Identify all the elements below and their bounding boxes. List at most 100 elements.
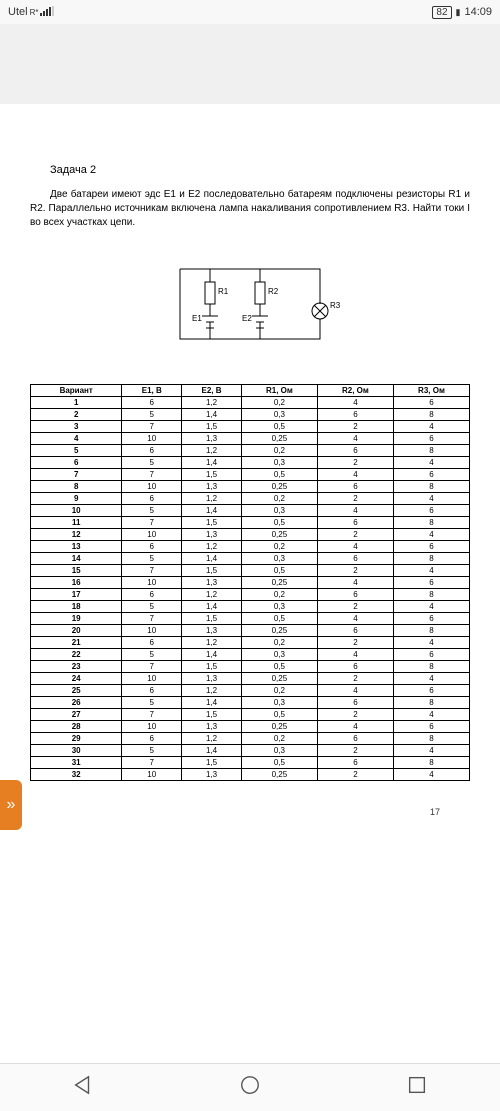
status-left: Utel R*	[8, 6, 58, 19]
table-cell: 0,5	[241, 661, 317, 673]
table-cell: 1,2	[182, 685, 242, 697]
r2-label: R2	[268, 287, 279, 296]
table-row: 16101,30,2546	[31, 577, 470, 589]
table-cell: 8	[393, 757, 469, 769]
table-cell: 0,25	[241, 577, 317, 589]
table-cell: 2	[31, 409, 122, 421]
table-row: 2961,20,268	[31, 733, 470, 745]
table-cell: 4	[317, 649, 393, 661]
table-cell: 2	[317, 601, 393, 613]
table-cell: 6	[393, 613, 469, 625]
document-viewport[interactable]: 16 Задача 2 Две батареи имеют эдс Е1 и Е…	[0, 104, 500, 1104]
table-cell: 1,5	[182, 517, 242, 529]
table-row: 1171,50,568	[31, 517, 470, 529]
table-cell: 5	[122, 457, 182, 469]
table-row: 1971,50,546	[31, 613, 470, 625]
table-cell: 1,2	[182, 493, 242, 505]
table-cell: 7	[122, 421, 182, 433]
nav-back-button[interactable]	[72, 1074, 94, 1101]
table-row: 20101,30,2568	[31, 625, 470, 637]
table-cell: 1,5	[182, 661, 242, 673]
table-header: R3, Ом	[393, 385, 469, 397]
table-cell: 10	[122, 673, 182, 685]
table-cell: 6	[122, 493, 182, 505]
table-cell: 10	[122, 529, 182, 541]
table-cell: 6	[393, 649, 469, 661]
table-cell: 7	[122, 709, 182, 721]
table-cell: 15	[31, 565, 122, 577]
table-cell: 6	[317, 625, 393, 637]
circuit-diagram: R1 R2 R3 E1 E2	[30, 254, 470, 354]
table-cell: 4	[393, 457, 469, 469]
table-cell: 5	[122, 697, 182, 709]
table-row: 4101,30,2546	[31, 433, 470, 445]
table-cell: 6	[393, 685, 469, 697]
table-cell: 7	[122, 661, 182, 673]
table-header: E1, В	[122, 385, 182, 397]
table-cell: 0,2	[241, 445, 317, 457]
table-cell: 0,25	[241, 481, 317, 493]
table-row: 1571,50,524	[31, 565, 470, 577]
table-cell: 10	[122, 577, 182, 589]
table-cell: 0,3	[241, 649, 317, 661]
table-cell: 1,2	[182, 733, 242, 745]
table-row: 2771,50,524	[31, 709, 470, 721]
table-cell: 19	[31, 613, 122, 625]
table-cell: 0,2	[241, 637, 317, 649]
table-cell: 1,3	[182, 577, 242, 589]
android-nav-bar	[0, 1063, 500, 1111]
table-cell: 4	[393, 769, 469, 781]
e2-label: E2	[242, 314, 252, 323]
table-cell: 1,5	[182, 565, 242, 577]
page-number-bottom: 17	[0, 807, 440, 817]
table-cell: 0,3	[241, 409, 317, 421]
table-cell: 10	[122, 481, 182, 493]
table-cell: 4	[393, 421, 469, 433]
table-row: 561,20,268	[31, 445, 470, 457]
e1-label: E1	[192, 314, 202, 323]
table-row: 1361,20,246	[31, 541, 470, 553]
table-cell: 14	[31, 553, 122, 565]
table-cell: 1,2	[182, 397, 242, 409]
table-cell: 8	[393, 733, 469, 745]
table-cell: 1,4	[182, 409, 242, 421]
table-cell: 0,3	[241, 745, 317, 757]
table-cell: 1,5	[182, 709, 242, 721]
table-row: 1761,20,268	[31, 589, 470, 601]
table-cell: 11	[31, 517, 122, 529]
table-cell: 7	[122, 469, 182, 481]
signal-mode: R*	[30, 8, 39, 17]
side-tab-button[interactable]: »	[0, 780, 22, 830]
table-cell: 7	[122, 613, 182, 625]
table-cell: 1,3	[182, 721, 242, 733]
table-cell: 0,25	[241, 673, 317, 685]
table-row: 161,20,246	[31, 397, 470, 409]
table-cell: 27	[31, 709, 122, 721]
table-cell: 8	[393, 481, 469, 493]
table-cell: 0,5	[241, 421, 317, 433]
table-cell: 8	[393, 409, 469, 421]
table-cell: 0,5	[241, 565, 317, 577]
table-cell: 4	[393, 709, 469, 721]
table-cell: 8	[393, 625, 469, 637]
nav-home-button[interactable]	[239, 1074, 261, 1101]
table-cell: 1,5	[182, 613, 242, 625]
table-cell: 0,5	[241, 517, 317, 529]
table-row: 2561,20,246	[31, 685, 470, 697]
table-row: 24101,30,2524	[31, 673, 470, 685]
table-row: 12101,30,2524	[31, 529, 470, 541]
table-cell: 2	[317, 745, 393, 757]
nav-recent-button[interactable]	[406, 1074, 428, 1101]
table-cell: 20	[31, 625, 122, 637]
table-cell: 0,2	[241, 685, 317, 697]
table-row: 3051,40,324	[31, 745, 470, 757]
table-cell: 21	[31, 637, 122, 649]
table-cell: 6	[122, 397, 182, 409]
table-cell: 7	[122, 517, 182, 529]
table-cell: 1,3	[182, 433, 242, 445]
table-cell: 9	[31, 493, 122, 505]
table-cell: 13	[31, 541, 122, 553]
table-row: 1051,40,346	[31, 505, 470, 517]
table-cell: 6	[317, 445, 393, 457]
table-cell: 2	[317, 421, 393, 433]
